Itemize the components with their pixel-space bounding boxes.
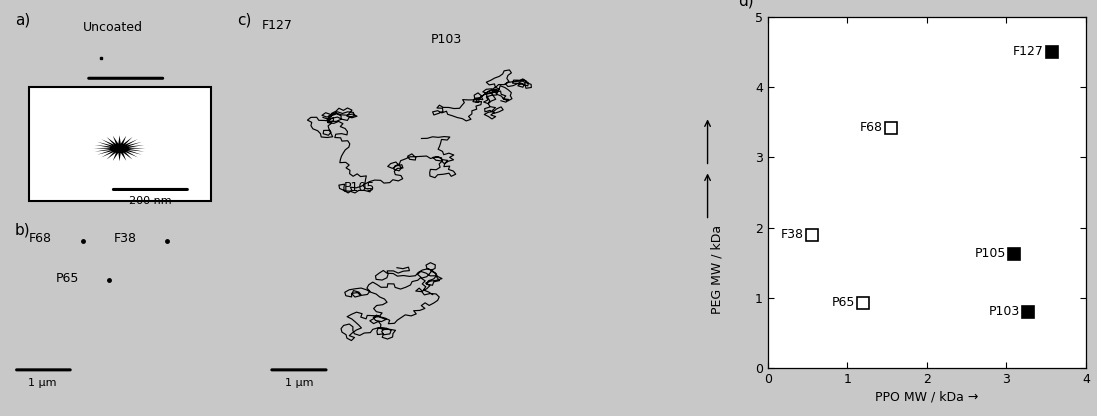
Text: P103: P103	[431, 33, 462, 46]
Text: F127: F127	[261, 19, 292, 32]
Text: P105: P105	[343, 181, 375, 194]
Text: Uncoated: Uncoated	[83, 21, 144, 34]
Text: P103: P103	[988, 305, 1020, 318]
Text: 1 μm: 1 μm	[285, 378, 314, 388]
X-axis label: PPO MW / kDa →: PPO MW / kDa →	[875, 390, 979, 403]
Text: b): b)	[14, 223, 31, 238]
Text: 1 μm: 1 μm	[112, 86, 140, 96]
Text: F38: F38	[781, 228, 804, 241]
Bar	[29, 87, 211, 201]
Polygon shape	[93, 135, 146, 161]
Text: c): c)	[237, 12, 251, 27]
Text: P105: P105	[975, 247, 1007, 260]
Text: 200 nm: 200 nm	[129, 196, 171, 206]
Text: F38: F38	[113, 233, 136, 245]
Text: F68: F68	[29, 233, 52, 245]
Text: 1 μm: 1 μm	[29, 378, 57, 388]
Text: P65: P65	[832, 296, 856, 309]
Text: F68: F68	[860, 121, 883, 134]
Text: F127: F127	[1013, 45, 1044, 58]
Text: d): d)	[737, 0, 754, 8]
Text: P65: P65	[56, 272, 79, 285]
Text: PEG MW / kDa: PEG MW / kDa	[711, 225, 724, 314]
Text: a): a)	[14, 12, 30, 27]
